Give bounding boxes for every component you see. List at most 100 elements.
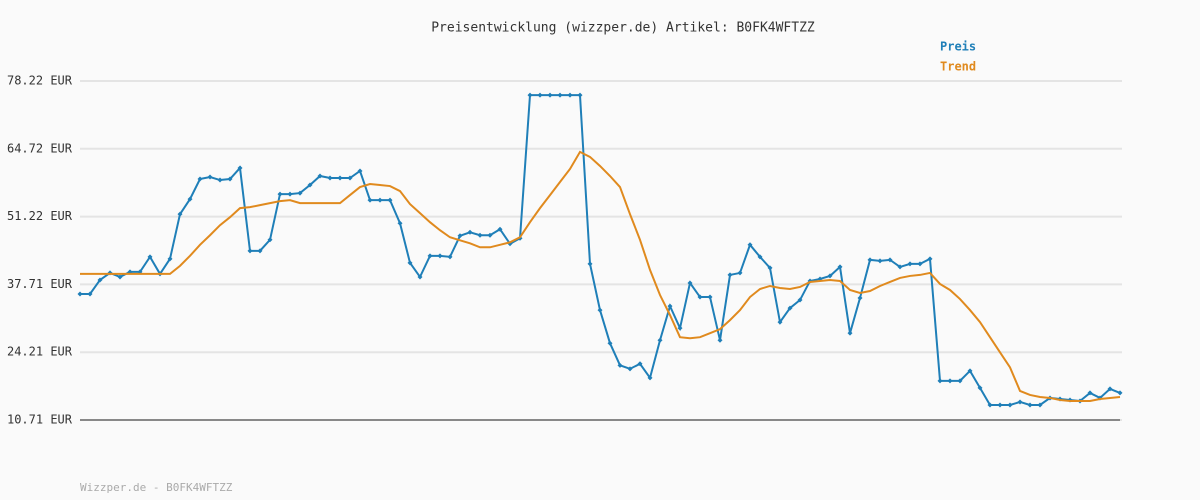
point	[587, 261, 593, 267]
point	[567, 92, 573, 98]
point	[677, 325, 683, 331]
series-line	[80, 150, 1121, 402]
y-tick-label: 24.21 EUR	[7, 345, 73, 359]
point	[207, 174, 213, 180]
point	[797, 297, 803, 303]
point	[597, 307, 603, 313]
point	[627, 366, 633, 372]
point	[317, 173, 323, 179]
point	[287, 191, 293, 197]
point	[367, 197, 373, 203]
point	[937, 378, 943, 384]
point	[887, 257, 893, 263]
point	[827, 273, 833, 279]
point	[437, 253, 443, 259]
point	[1107, 386, 1113, 392]
point	[187, 196, 193, 202]
point	[907, 261, 913, 267]
point	[777, 319, 783, 325]
point	[337, 175, 343, 181]
point	[147, 254, 153, 260]
point	[767, 265, 773, 271]
point	[397, 220, 403, 226]
point	[967, 368, 973, 374]
point	[267, 237, 273, 243]
point	[177, 211, 183, 217]
point	[467, 229, 473, 235]
point	[97, 277, 103, 283]
point	[857, 295, 863, 301]
point	[697, 294, 703, 300]
point	[277, 191, 283, 197]
point	[557, 92, 563, 98]
point	[947, 378, 953, 384]
point	[477, 232, 483, 238]
point	[307, 182, 313, 188]
y-tick-label: 37.71 EUR	[7, 277, 73, 291]
point	[847, 330, 853, 336]
point	[687, 280, 693, 286]
point	[247, 248, 253, 254]
point	[387, 197, 393, 203]
point	[347, 175, 353, 181]
point	[747, 242, 753, 248]
point	[667, 303, 673, 309]
y-tick-label: 64.72 EUR	[7, 141, 73, 155]
point	[987, 402, 993, 408]
legend-label: Trend	[940, 60, 976, 74]
point	[427, 253, 433, 259]
point	[787, 305, 793, 311]
point	[217, 177, 223, 183]
point	[877, 258, 883, 264]
legend-label: Preis	[940, 40, 976, 54]
point	[1037, 402, 1043, 408]
y-tick-label: 78.22 EUR	[7, 74, 73, 88]
point	[357, 168, 363, 174]
point	[547, 92, 553, 98]
point	[327, 175, 333, 181]
point	[497, 226, 503, 232]
point	[407, 260, 413, 266]
y-tick-label: 51.22 EUR	[7, 209, 73, 223]
point	[617, 362, 623, 368]
point	[1117, 390, 1123, 396]
point	[527, 92, 533, 98]
point	[647, 375, 653, 381]
point	[917, 261, 923, 267]
point	[717, 337, 723, 343]
point	[737, 270, 743, 276]
y-tick-label: 10.71 EUR	[7, 413, 73, 427]
point	[237, 165, 243, 171]
footer: Wizzper.de - B0FK4WFTZZ	[80, 481, 233, 494]
point	[487, 232, 493, 238]
point	[447, 254, 453, 260]
point	[537, 92, 543, 98]
point	[707, 294, 713, 300]
point	[227, 176, 233, 182]
point	[167, 256, 173, 262]
point	[577, 92, 583, 98]
point	[77, 291, 83, 297]
point	[957, 378, 963, 384]
point	[377, 197, 383, 203]
point	[297, 190, 303, 196]
point	[457, 233, 463, 239]
point	[1027, 402, 1033, 408]
point	[117, 274, 123, 280]
point	[257, 248, 263, 254]
point	[997, 402, 1003, 408]
point	[417, 274, 423, 280]
point	[637, 361, 643, 367]
point	[927, 256, 933, 262]
point	[87, 291, 93, 297]
point	[1087, 390, 1093, 396]
point	[977, 385, 983, 391]
point	[897, 264, 903, 270]
point	[607, 340, 613, 346]
point	[837, 264, 843, 270]
point	[1017, 399, 1023, 405]
chart-title: Preisentwicklung (wizzper.de) Artikel: B…	[431, 21, 815, 36]
point	[727, 272, 733, 278]
